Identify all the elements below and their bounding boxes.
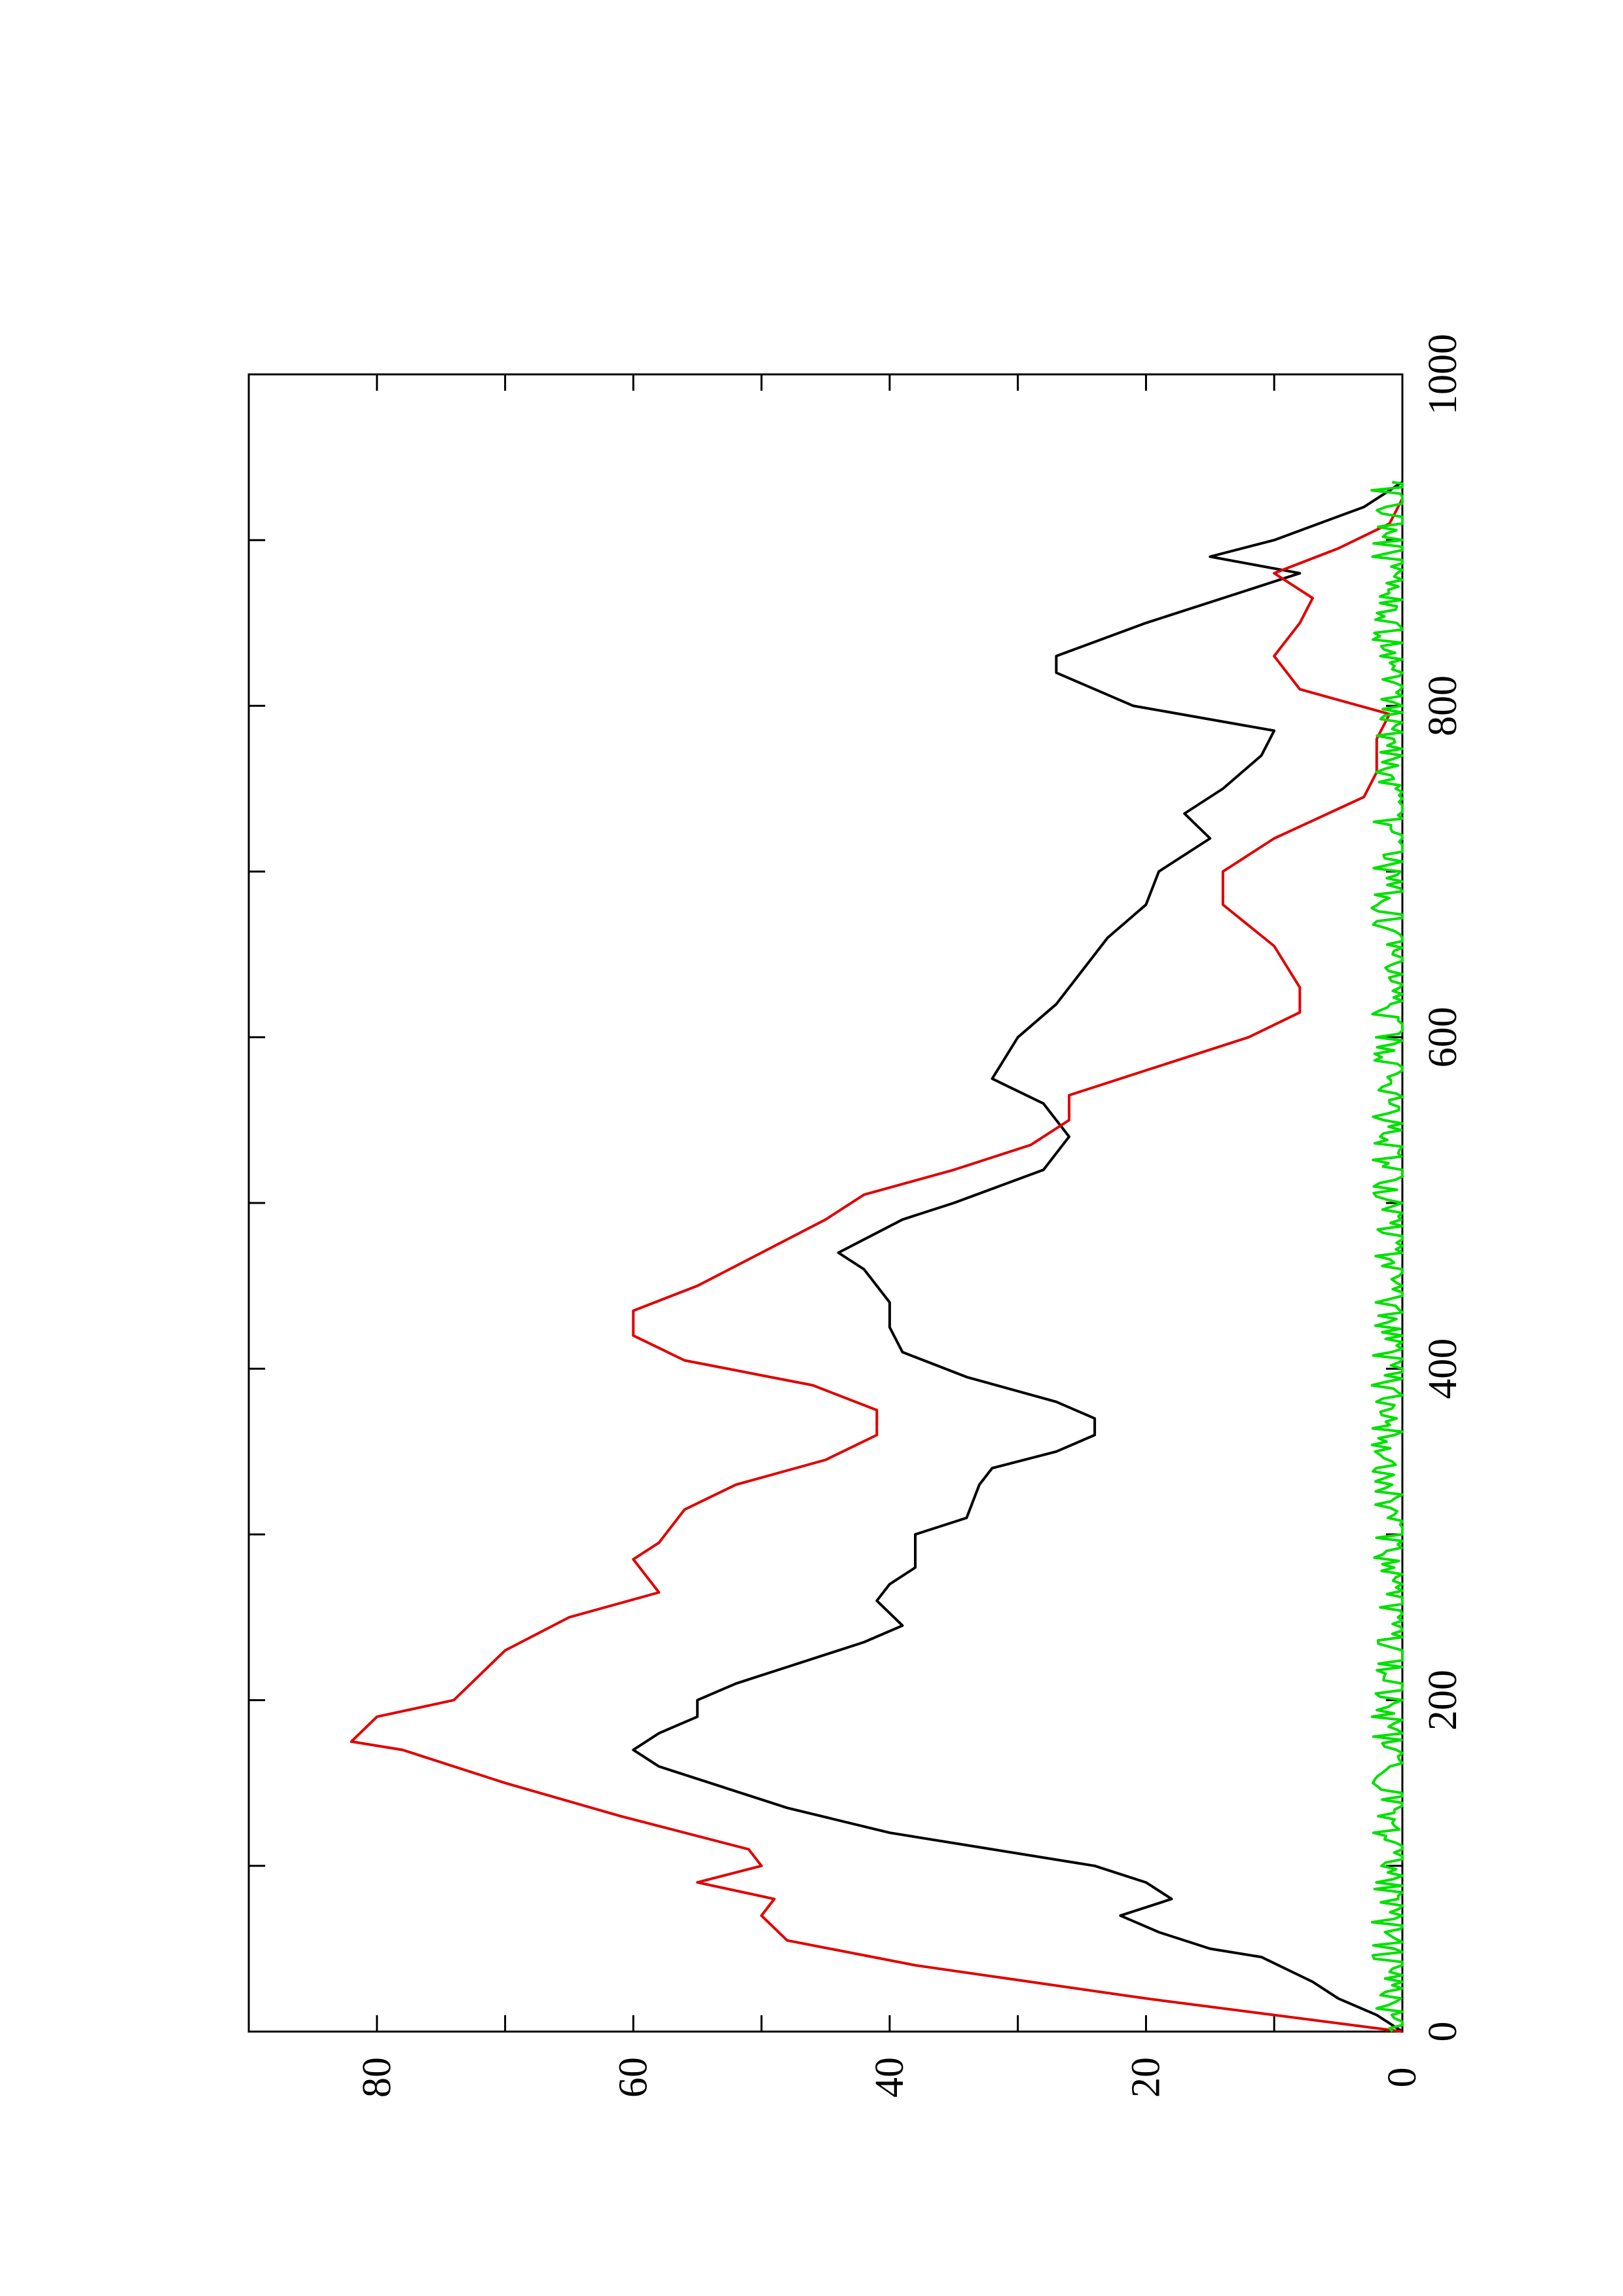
x-tick-label: 600: [1421, 1007, 1465, 1067]
axis-ticks: [247, 373, 1404, 2033]
x-tick-label: 1000: [1421, 334, 1465, 415]
series-line-green: [1370, 480, 1404, 2033]
y-tick-label: 20: [1123, 2057, 1168, 2098]
x-tick-label: 400: [1421, 1338, 1465, 1399]
y-tick-label: 80: [355, 2057, 399, 2098]
y-tick-label: 60: [611, 2057, 655, 2098]
plot-frame: [247, 373, 1404, 2033]
axis-tick-labels: 0 200 400 600 800 1000 0 20 40 60 80: [355, 334, 1465, 2098]
series-line-black: [632, 480, 1404, 2033]
series-line-red: [350, 497, 1404, 2033]
series-lines: [350, 480, 1404, 2033]
x-tick-label: 800: [1421, 675, 1465, 736]
y-tick-label: 40: [867, 2057, 912, 2098]
x-tick-label: 200: [1421, 1670, 1465, 1731]
y-tick-label: 0: [1380, 2068, 1425, 2088]
x-tick-label: 0: [1421, 2022, 1465, 2042]
